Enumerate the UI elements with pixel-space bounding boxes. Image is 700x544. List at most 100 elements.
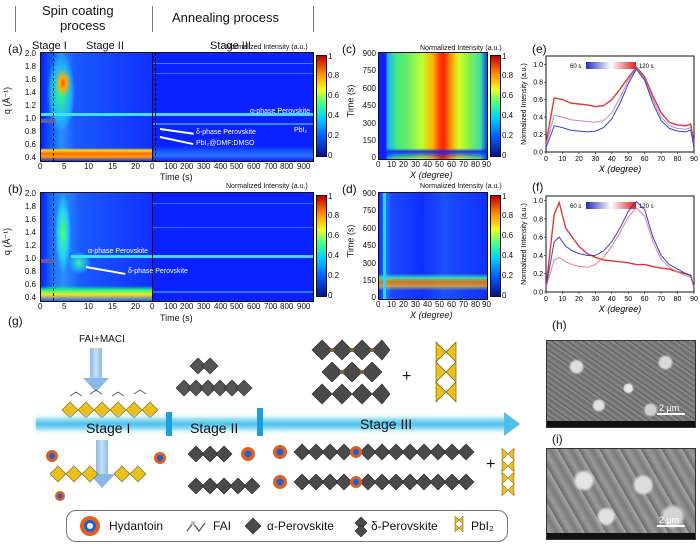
heatmap-c-colorbar: [490, 55, 501, 157]
plus-top: +: [402, 368, 412, 385]
heatmap-b-colorbar: [316, 195, 327, 297]
legend-hydantoin: Hydantoin: [109, 519, 164, 533]
delta-perovskite-icon: [354, 516, 368, 537]
stage-ii-label: Stage II: [86, 40, 124, 52]
heatmap-a-dmf-annot: PbI₂@DMF:DMSO: [196, 140, 255, 147]
heatmap-a-anneal-line2: [153, 73, 313, 74]
x-tick-label: 10: [559, 296, 567, 303]
y-tick-label: 0.8: [533, 216, 543, 223]
stage-ii-bottom-structure: [187, 445, 261, 495]
legend-fai: FAI: [213, 519, 232, 533]
heatmap-a-anneal: [152, 52, 314, 162]
heatmap-a-colorbar: [316, 55, 327, 157]
y-tick-label: 0.6: [533, 97, 543, 104]
timeline-stage-iii: Stage III: [360, 416, 413, 432]
heatmap-d-xlabel: X (degree): [410, 310, 453, 320]
stage-divider-1: [166, 412, 172, 436]
spin-coating-title-1: Spin coating: [42, 3, 114, 18]
legend-end-label: 120 s: [639, 204, 654, 210]
x-tick-label: 60: [641, 296, 649, 303]
sem-h-footer: [547, 421, 695, 427]
sem-image-i: 2 μm: [546, 448, 696, 540]
y-tick-label: 0.4: [533, 253, 543, 260]
heatmap-a-anneal-dashed: [155, 53, 156, 161]
legend-gradient: [586, 202, 636, 209]
heatmap-a-norm-label: Normalized Intensity (a.u.): [226, 44, 308, 51]
timeline-stage-ii: Stage II: [190, 420, 239, 436]
y-axis-label: Normalized Intensity (a.u.): [521, 203, 528, 285]
heatmap-a-xlabel: Time (s): [160, 172, 193, 182]
heatmap-a-yticks: 2.0 1.8 1.6 1.4 1.2 1.0 0.8 0.6 0.4: [24, 49, 36, 162]
legend-pbi2: PbI₂: [471, 519, 494, 533]
hydantoin-icon: [80, 516, 100, 536]
heatmap-a-dashed: [53, 53, 54, 161]
heatmap-a-pbi2-annot: PbI₂: [294, 127, 308, 134]
heatmap-a-spin: [40, 52, 154, 162]
x-tick-label: 70: [657, 156, 665, 163]
legend-start-label: 60 s: [570, 64, 581, 70]
down-arrow-top-head: [83, 378, 109, 392]
heatmap-c-norm-label: Normalized Intensity (a.u.): [420, 45, 502, 52]
sem-i-scalebar: [657, 525, 685, 527]
stage-ii-top-octahedra: [176, 357, 253, 397]
sem-image-h: 2 μm: [546, 340, 696, 428]
heatmap-b-spin: [40, 192, 154, 302]
heatmap-b-alpha-annot: α-phase Perovskite: [88, 248, 149, 255]
down-arrow-top: [90, 348, 102, 380]
y-tick-label: 0.0: [533, 290, 543, 297]
panel-h-label: (h): [552, 318, 567, 332]
plus-bottom: +: [486, 456, 496, 473]
legend-start-label: 60 s: [570, 204, 581, 210]
x-tick-label: 30: [591, 296, 599, 303]
panel-e-label: (e): [532, 42, 547, 56]
legend-delta: δ-Perovskite: [371, 519, 438, 533]
timeline-stage-i: Stage I: [86, 420, 131, 436]
panel-c-label: (c): [342, 42, 356, 56]
header-divider-right: [313, 6, 314, 32]
y-tick-label: 0.2: [533, 132, 543, 139]
stage-iii-bottom-structure: [273, 443, 475, 491]
sem-i-scale-label: 2 μm: [659, 515, 680, 525]
panel-f-label: (f): [532, 180, 544, 194]
heatmap-b-stage-marker: [41, 259, 55, 263]
heatmap-b-yticks: 2.0 1.8 1.6 1.4 1.2 1.0 0.8 0.6 0.4: [24, 189, 36, 302]
stage-i-top-structure: [61, 389, 159, 418]
x-tick-label: 0: [544, 296, 548, 303]
stage-timeline-arrow-head: [504, 412, 520, 436]
x-tick-label: 20: [575, 296, 583, 303]
legend-end-label: 120 s: [639, 64, 654, 70]
panel-d-label: (d): [342, 182, 357, 196]
series-line-0: [545, 66, 695, 144]
heatmap-b-xticks: 0 5 10 15 20 0 100 200 300 400 500 600 7…: [38, 302, 311, 311]
down-arrow-bottom: [96, 440, 108, 476]
heatmap-c-yticks: 900 750 600 450 300 150 0: [362, 49, 376, 162]
heatmap-a-colorbar-ticks: 1 0.8 0.6 0.4 0.2 0: [328, 52, 340, 160]
panel-i-label: (i): [552, 432, 563, 446]
heatmap-b-norm-label: Normalized Intensity (a.u.): [226, 183, 308, 190]
heatmap-a-delta-annot: δ-phase Perovskite: [196, 129, 256, 136]
stage-i-label: Stage I: [32, 40, 67, 52]
heatmap-b-delta-annot: δ-phase Perovskite: [128, 268, 188, 275]
heatmap-b-dashed: [53, 193, 54, 301]
heatmap-c-ylabel: Time (s): [345, 84, 356, 118]
x-tick-label: 10: [559, 156, 567, 163]
header-divider-mid: [152, 6, 153, 32]
x-tick-label: 90: [690, 296, 698, 303]
series-line-0: [545, 200, 695, 288]
heatmap-a-xticks: 0 5 10 15 20 0 100 200 300 400 500 600 7…: [38, 162, 311, 171]
heatmap-d-colorbar-ticks: 1 0.8 0.6 0.4 0.2 0: [502, 192, 514, 300]
heatmap-c: [378, 52, 488, 160]
heatmap-d: [378, 192, 488, 300]
pbi2-bottom-structure: [501, 447, 515, 497]
heatmap-d-ylabel: Time (s): [345, 224, 356, 258]
spin-coating-title-2: process: [60, 18, 106, 33]
stage-iii-top-alpha: [311, 339, 390, 405]
header-divider-left: [15, 6, 16, 32]
heatmap-a-anneal-line3: [153, 113, 313, 116]
heatmap-b-anneal-line2: [153, 227, 313, 228]
y-tick-label: 1.0: [533, 198, 543, 205]
x-tick-label: 80: [674, 296, 682, 303]
heatmap-b-anneal-line1: [153, 203, 313, 204]
heatmap-b-colorbar-ticks: 1 0.8 0.6 0.4 0.2 0: [328, 192, 340, 300]
stage-divider-2: [257, 408, 263, 436]
